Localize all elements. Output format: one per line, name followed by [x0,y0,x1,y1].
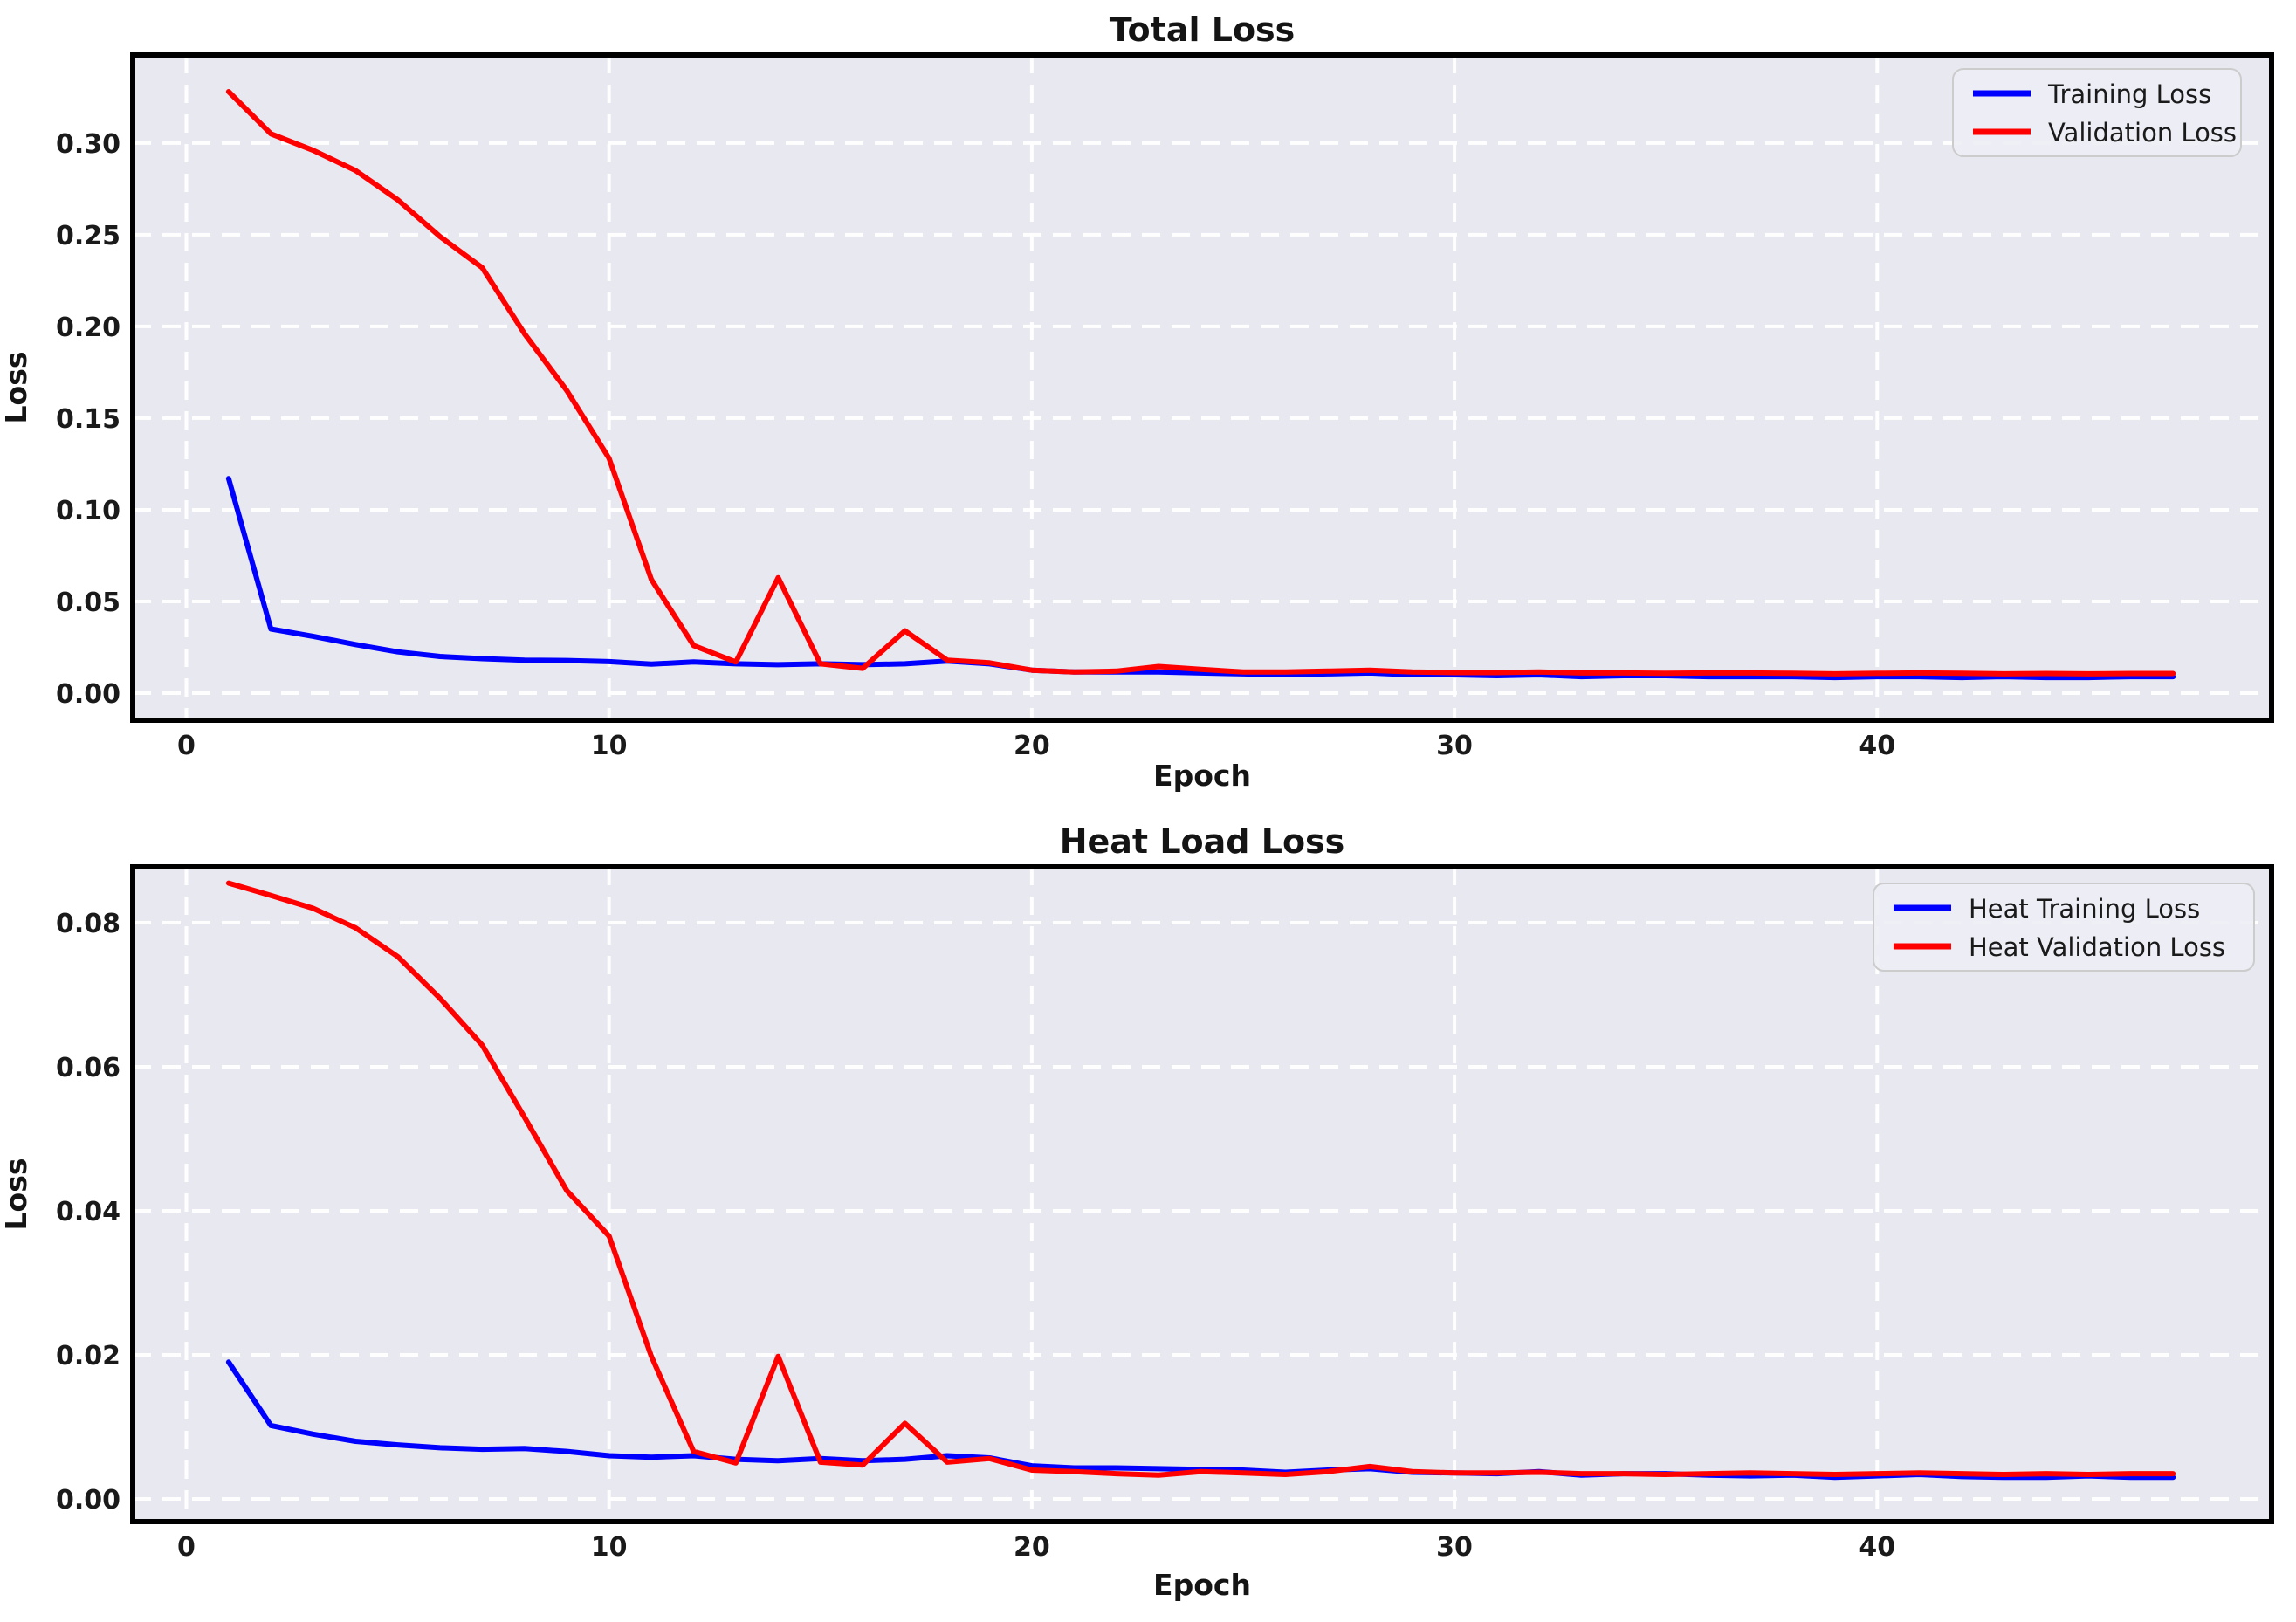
heat-training-loss-legend-label: Heat Training Loss [1969,894,2200,924]
plot-area [133,867,2272,1522]
y-tick-label: 0.04 [56,1197,120,1227]
y-tick-label: 0.15 [56,404,120,435]
series-lines [225,89,2176,681]
legend-box [1873,883,2255,972]
x-tick-label: 0 [177,1532,196,1563]
training-loss-legend-label: Training Loss [2047,79,2211,109]
y-tick-label: 0.10 [56,496,120,526]
total-loss-chart: 0.00 0.05 0.10 0.15 0.20 0.25 0.30 0 10 20 30 40 To… [0,10,2274,793]
y-axis-label: Loss [0,1158,33,1231]
tick-labels: 0.00 0.05 0.10 0.15 0.20 0.25 0.30 0 10 20 30 40 [56,129,1895,761]
tick-labels: 0.00 0.02 0.04 0.06 0.08 0 10 20 30 40 [56,909,1895,1563]
series-line-validation-loss [225,89,2176,677]
x-tick-label: 30 [1436,1532,1473,1563]
heat-load-loss-chart: 0.00 0.02 0.04 0.06 0.08 0 10 20 30 40 Heat Load … [0,822,2274,1602]
x-tick-label: 40 [1859,731,1895,761]
y-tick-label: 0.06 [56,1053,120,1083]
x-axis-label: Epoch [1153,1568,1251,1602]
y-tick-label: 0.00 [56,679,120,710]
x-tick-label: 10 [591,1532,628,1563]
y-tick-label: 0.25 [56,221,120,251]
y-tick-label: 0.20 [56,313,120,343]
legend: Heat Training Loss Heat Validation Loss [1873,883,2255,972]
plot-frame [130,52,2274,723]
x-tick-label: 30 [1436,731,1473,761]
y-tick-label: 0.00 [56,1485,120,1515]
y-tick-label: 0.08 [56,909,120,939]
grid [133,55,2272,720]
x-axis-label: Epoch [1153,759,1251,793]
y-tick-label: 0.30 [56,129,120,160]
chart-title: Heat Load Loss [1060,822,1345,861]
plot-area [133,55,2272,720]
series-lines [225,880,2176,1481]
series-line-training-loss [225,476,2176,681]
legend: Training Loss Validation Loss [1952,68,2242,157]
y-axis-label: Loss [0,352,33,424]
chart-title: Total Loss [1110,10,1296,49]
heat-validation-loss-legend-label: Heat Validation Loss [1969,932,2225,962]
x-tick-label: 20 [1014,731,1050,761]
plot-frame [130,864,2274,1524]
x-tick-label: 20 [1014,1532,1050,1563]
y-tick-label: 0.02 [56,1341,120,1371]
x-tick-label: 10 [591,731,628,761]
x-tick-label: 0 [177,731,196,761]
validation-loss-legend-label: Validation Loss [2048,118,2237,148]
x-tick-label: 40 [1859,1532,1895,1563]
series-line-heat-validation-loss [225,880,2176,1478]
y-tick-label: 0.05 [56,588,120,618]
